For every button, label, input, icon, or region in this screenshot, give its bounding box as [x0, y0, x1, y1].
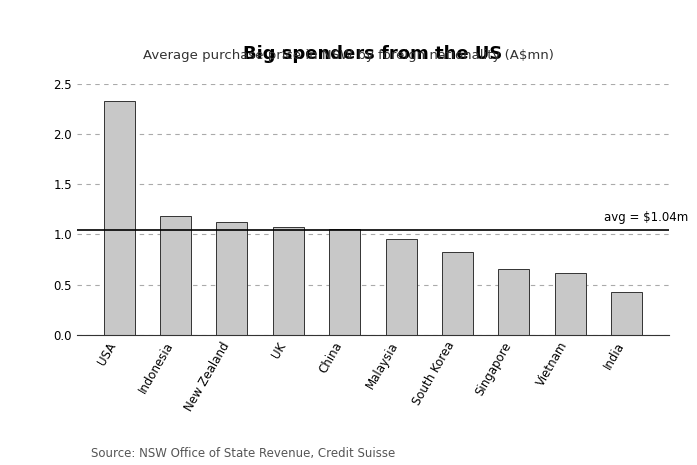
- Title: Big spenders from the US: Big spenders from the US: [243, 45, 503, 63]
- Bar: [555, 272, 585, 335]
- Text: Average purchase price in NSW by foreign nationality (A$mn): Average purchase price in NSW by foreign…: [143, 49, 554, 62]
- Bar: [216, 222, 247, 335]
- Bar: [385, 239, 417, 335]
- Bar: [442, 252, 473, 335]
- Bar: [160, 216, 191, 335]
- Bar: [498, 268, 530, 335]
- Bar: [104, 101, 135, 335]
- Text: Source: NSW Office of State Revenue, Credit Suisse: Source: NSW Office of State Revenue, Cre…: [91, 447, 395, 460]
- Bar: [329, 229, 360, 335]
- Bar: [273, 227, 304, 335]
- Text: avg = $1.04m: avg = $1.04m: [604, 211, 689, 224]
- Bar: [611, 292, 642, 335]
